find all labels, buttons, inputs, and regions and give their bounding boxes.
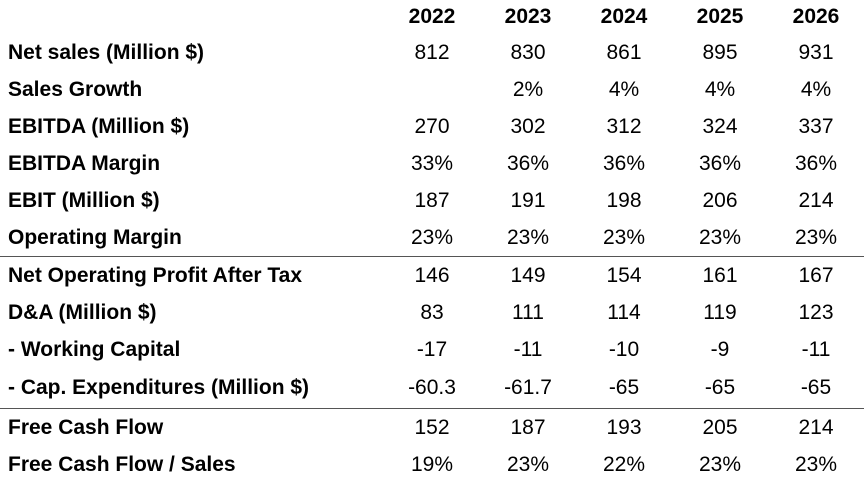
row-label: Net sales (Million $) <box>8 41 205 64</box>
value-cell: 214 <box>798 189 834 212</box>
value-cell: 191 <box>510 189 546 212</box>
value-cell: 161 <box>672 256 768 294</box>
row-free-cash-flow: Free Cash Flow 152 187 193 205 214 <box>0 408 864 446</box>
value-cell: -9 <box>710 338 730 361</box>
year-header: 2026 <box>792 5 840 28</box>
value-cell: 33% <box>410 152 454 175</box>
value-cell: -11 <box>513 338 543 361</box>
value-cell: 2% <box>512 78 544 101</box>
row-label: Sales Growth <box>8 78 143 101</box>
value-cell: 812 <box>414 41 450 64</box>
year-header: 2022 <box>408 5 456 28</box>
value-cell: 198 <box>606 189 642 212</box>
row-label: EBIT (Million $) <box>8 189 160 212</box>
value-cell: 206 <box>702 189 738 212</box>
value-cell: -65 <box>608 376 640 399</box>
value-cell: 214 <box>768 408 864 446</box>
year-header-row: 2022 2023 2024 2025 2026 <box>0 0 864 34</box>
value-cell: 152 <box>384 408 480 446</box>
value-cell: 931 <box>798 41 834 64</box>
value-cell: 187 <box>480 408 576 446</box>
value-cell: 4% <box>800 78 832 101</box>
row-label: Net Operating Profit After Tax <box>0 256 384 294</box>
value-cell: 337 <box>798 115 834 138</box>
value-cell: -65 <box>704 376 736 399</box>
value-cell: 22% <box>602 453 646 476</box>
row-operating-margin: Operating Margin 23% 23% 23% 23% 23% <box>0 219 864 257</box>
value-cell: 123 <box>798 301 834 324</box>
row-d-and-a: D&A (Million $) 83 111 114 119 123 <box>0 294 864 331</box>
value-cell: 205 <box>672 408 768 446</box>
value-cell: 36% <box>794 152 838 175</box>
value-cell: 167 <box>768 256 864 294</box>
row-net-sales: Net sales (Million $) 812 830 861 895 93… <box>0 34 864 71</box>
value-cell: 83 <box>420 301 444 324</box>
value-cell: -11 <box>801 338 831 361</box>
row-working-capital: - Working Capital -17 -11 -10 -9 -11 <box>0 331 864 368</box>
value-cell: 895 <box>702 41 738 64</box>
value-cell: 23% <box>602 226 646 249</box>
value-cell: 4% <box>608 78 640 101</box>
value-cell: -10 <box>608 338 640 361</box>
value-cell: 23% <box>794 453 838 476</box>
value-cell: 36% <box>506 152 550 175</box>
row-label: D&A (Million $) <box>8 301 157 324</box>
value-cell: 302 <box>510 115 546 138</box>
value-cell: 114 <box>607 301 641 324</box>
value-cell: -17 <box>416 338 448 361</box>
value-cell: 23% <box>698 453 742 476</box>
value-cell: 36% <box>602 152 646 175</box>
value-cell: 154 <box>576 256 672 294</box>
value-cell: 111 <box>512 301 544 324</box>
value-cell: 19% <box>410 453 454 476</box>
header-corner <box>0 0 384 34</box>
year-header: 2024 <box>600 5 648 28</box>
row-capex: - Cap. Expenditures (Million $) -60.3 -6… <box>0 368 864 409</box>
value-cell: 830 <box>510 41 546 64</box>
row-nopat: Net Operating Profit After Tax 146 149 1… <box>0 256 864 294</box>
value-cell: 149 <box>480 256 576 294</box>
value-cell: 4% <box>704 78 736 101</box>
value-cell: 23% <box>506 453 550 476</box>
year-header: 2023 <box>504 5 552 28</box>
row-label: - Working Capital <box>8 338 181 361</box>
value-cell <box>384 71 480 108</box>
value-cell: 23% <box>794 226 838 249</box>
year-header: 2025 <box>696 5 744 28</box>
value-cell: -65 <box>800 376 832 399</box>
row-label: EBITDA (Million $) <box>8 115 190 138</box>
value-cell: -60.3 <box>408 376 456 399</box>
row-label: EBITDA Margin <box>8 152 161 175</box>
value-cell: 146 <box>384 256 480 294</box>
value-cell: 119 <box>703 301 737 324</box>
value-cell: 23% <box>506 226 550 249</box>
value-cell: 23% <box>698 226 742 249</box>
row-fcf-to-sales: Free Cash Flow / Sales 19% 23% 22% 23% 2… <box>0 446 864 483</box>
row-ebitda-margin: EBITDA Margin 33% 36% 36% 36% 36% <box>0 145 864 182</box>
value-cell: 861 <box>606 41 642 64</box>
row-ebitda: EBITDA (Million $) 270 302 312 324 337 <box>0 108 864 145</box>
value-cell: 193 <box>576 408 672 446</box>
value-cell: 312 <box>606 115 642 138</box>
value-cell: 324 <box>702 115 738 138</box>
row-label: Free Cash Flow / Sales <box>8 453 236 476</box>
value-cell: 187 <box>414 189 450 212</box>
row-ebit: EBIT (Million $) 187 191 198 206 214 <box>0 182 864 219</box>
row-label: - Cap. Expenditures (Million $) <box>8 376 310 399</box>
value-cell: 270 <box>414 115 450 138</box>
row-label: Free Cash Flow <box>0 408 384 446</box>
value-cell: -61.7 <box>504 376 552 399</box>
value-cell: 23% <box>410 226 454 249</box>
row-sales-growth: Sales Growth 2% 4% 4% 4% <box>0 71 864 108</box>
row-label: Operating Margin <box>8 226 182 249</box>
value-cell: 36% <box>698 152 742 175</box>
